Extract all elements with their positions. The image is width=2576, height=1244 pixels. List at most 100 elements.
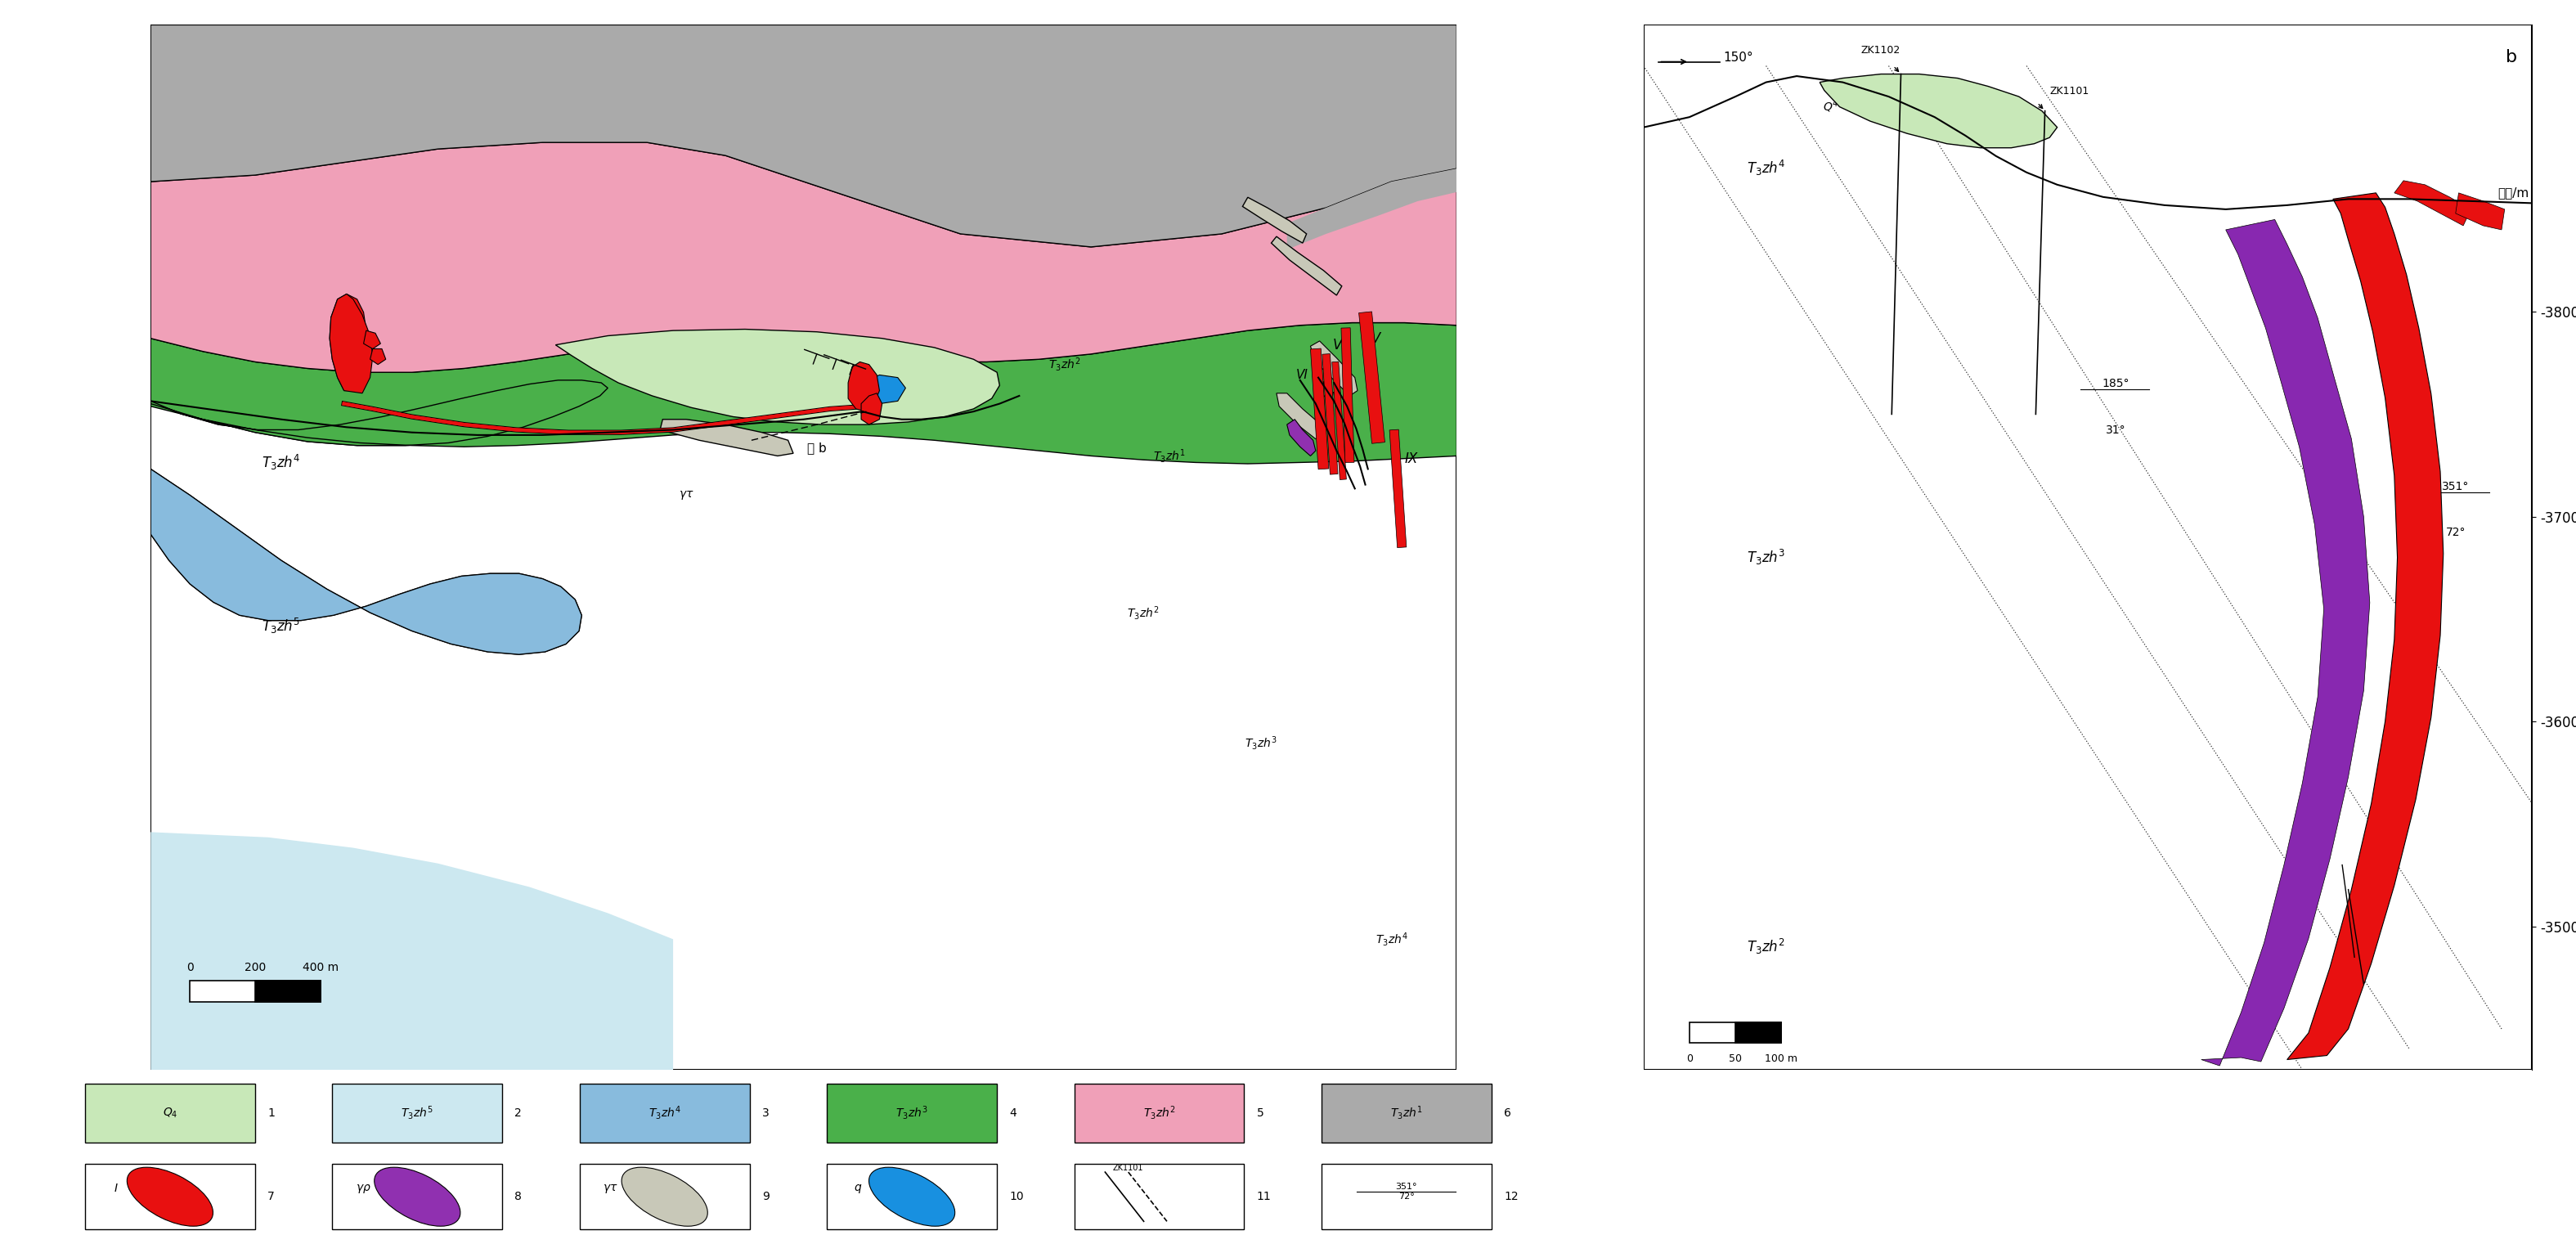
Polygon shape — [1273, 236, 1342, 295]
Text: 150°: 150° — [1723, 51, 1754, 63]
Polygon shape — [1278, 393, 1324, 439]
Text: $T_3zh^2$: $T_3zh^2$ — [1144, 1105, 1175, 1122]
Text: $\gamma\tau$: $\gamma\tau$ — [1316, 256, 1332, 269]
Text: 1: 1 — [268, 1107, 276, 1118]
Text: $\gamma\rho$: $\gamma\rho$ — [355, 1182, 371, 1194]
Bar — [580, 1084, 750, 1142]
Text: $T_3zh^4$: $T_3zh^4$ — [1747, 159, 1785, 178]
Polygon shape — [1242, 198, 1306, 243]
Ellipse shape — [621, 1167, 708, 1227]
Text: 50: 50 — [1728, 1054, 1741, 1064]
Polygon shape — [149, 25, 1458, 246]
Text: IX: IX — [1404, 452, 1417, 466]
Polygon shape — [330, 294, 366, 391]
Text: $T_3zh^5$: $T_3zh^5$ — [263, 616, 301, 636]
Polygon shape — [659, 419, 793, 455]
Text: 31°: 31° — [2105, 424, 2125, 435]
Text: 351°: 351° — [2442, 480, 2470, 493]
Text: 图 b: 图 b — [806, 442, 827, 454]
Text: 185°: 185° — [2102, 378, 2130, 389]
Bar — [1074, 1084, 1244, 1142]
Text: a: a — [173, 42, 185, 60]
Bar — [827, 1084, 997, 1142]
Text: $T_3zh^1$: $T_3zh^1$ — [1154, 448, 1185, 464]
Text: 72°: 72° — [2445, 527, 2465, 539]
Bar — [580, 1164, 750, 1229]
Text: $q$: $q$ — [873, 384, 881, 397]
Text: 100 m: 100 m — [1765, 1054, 1798, 1064]
Polygon shape — [149, 322, 1458, 464]
Polygon shape — [848, 362, 878, 412]
Text: $T_3zh^3$: $T_3zh^3$ — [1747, 549, 1785, 567]
Text: 9: 9 — [762, 1191, 770, 1203]
Text: $T_3zh^3$: $T_3zh^3$ — [706, 374, 744, 393]
Text: VIII: VIII — [1319, 392, 1334, 399]
Text: $\gamma\tau$: $\gamma\tau$ — [603, 1182, 618, 1194]
Text: $T_3zh^2$: $T_3zh^2$ — [459, 250, 497, 270]
Ellipse shape — [126, 1167, 214, 1227]
Text: b: b — [2506, 50, 2517, 66]
Text: $q$: $q$ — [853, 1182, 863, 1194]
Polygon shape — [860, 393, 881, 424]
Bar — [332, 1084, 502, 1142]
Bar — [85, 1084, 255, 1142]
Text: 5: 5 — [1257, 1107, 1265, 1118]
Polygon shape — [149, 469, 582, 1070]
Polygon shape — [1358, 311, 1386, 444]
Bar — [1321, 1164, 1492, 1229]
Polygon shape — [1288, 169, 1458, 250]
Bar — [255, 982, 319, 1001]
Polygon shape — [1332, 362, 1347, 480]
Polygon shape — [149, 143, 1458, 372]
Text: 8: 8 — [515, 1191, 523, 1203]
Text: I: I — [855, 412, 858, 427]
Polygon shape — [1342, 327, 1355, 463]
Bar — [85, 1164, 255, 1229]
Bar — [827, 1164, 997, 1229]
Text: $T_3zh^2$: $T_3zh^2$ — [1048, 356, 1082, 373]
Text: $T_3zh^4$: $T_3zh^4$ — [263, 453, 301, 471]
Ellipse shape — [374, 1167, 461, 1227]
Text: 11: 11 — [1257, 1191, 1270, 1203]
Text: II: II — [319, 338, 327, 353]
Text: VI: VI — [1296, 368, 1309, 381]
Text: ZK1101: ZK1101 — [2050, 86, 2089, 97]
Text: 6: 6 — [1504, 1107, 1512, 1118]
Polygon shape — [2455, 193, 2504, 230]
Bar — [332, 1164, 502, 1229]
Bar — [1074, 1164, 1244, 1229]
Text: VII: VII — [1311, 381, 1324, 391]
Polygon shape — [2202, 219, 2370, 1066]
Text: 10: 10 — [1010, 1191, 1023, 1203]
Text: $\gamma\tau$: $\gamma\tau$ — [677, 489, 693, 501]
Polygon shape — [330, 294, 374, 393]
Polygon shape — [149, 832, 672, 1070]
Bar — [191, 982, 319, 1001]
Text: $\gamma\tau$: $\gamma\tau$ — [719, 429, 734, 442]
Text: $T_3zh^2$: $T_3zh^2$ — [1128, 605, 1159, 621]
Polygon shape — [1288, 419, 1316, 455]
Text: $T_3zh^2$: $T_3zh^2$ — [1747, 938, 1785, 957]
Text: V: V — [1332, 337, 1342, 352]
Text: 7: 7 — [268, 1191, 276, 1203]
Text: $T_3zh^4$: $T_3zh^4$ — [1376, 931, 1406, 948]
Text: 0: 0 — [185, 962, 193, 973]
Text: $\gamma\tau$: $\gamma\tau$ — [1278, 208, 1296, 221]
Text: 4: 4 — [1010, 1107, 1018, 1118]
Polygon shape — [1321, 353, 1337, 474]
Polygon shape — [1819, 75, 2058, 148]
Text: $Q_4$: $Q_4$ — [770, 357, 786, 372]
Text: $T_3zh^1$: $T_3zh^1$ — [392, 93, 430, 113]
Text: $Q_4$: $Q_4$ — [162, 1106, 178, 1120]
Text: $T_3zh^4$: $T_3zh^4$ — [649, 1105, 680, 1122]
Text: $T_3zh^3$: $T_3zh^3$ — [896, 1105, 927, 1122]
Polygon shape — [363, 331, 381, 348]
Polygon shape — [371, 348, 386, 364]
Text: $T_3zh^3$: $T_3zh^3$ — [1244, 735, 1278, 751]
Text: N: N — [276, 44, 286, 58]
Text: ZK1102: ZK1102 — [1862, 45, 1901, 56]
Polygon shape — [1311, 348, 1329, 469]
Polygon shape — [149, 381, 608, 654]
Text: $T_3zh^1$: $T_3zh^1$ — [1391, 1105, 1422, 1122]
Text: ZK1101: ZK1101 — [1113, 1164, 1144, 1172]
